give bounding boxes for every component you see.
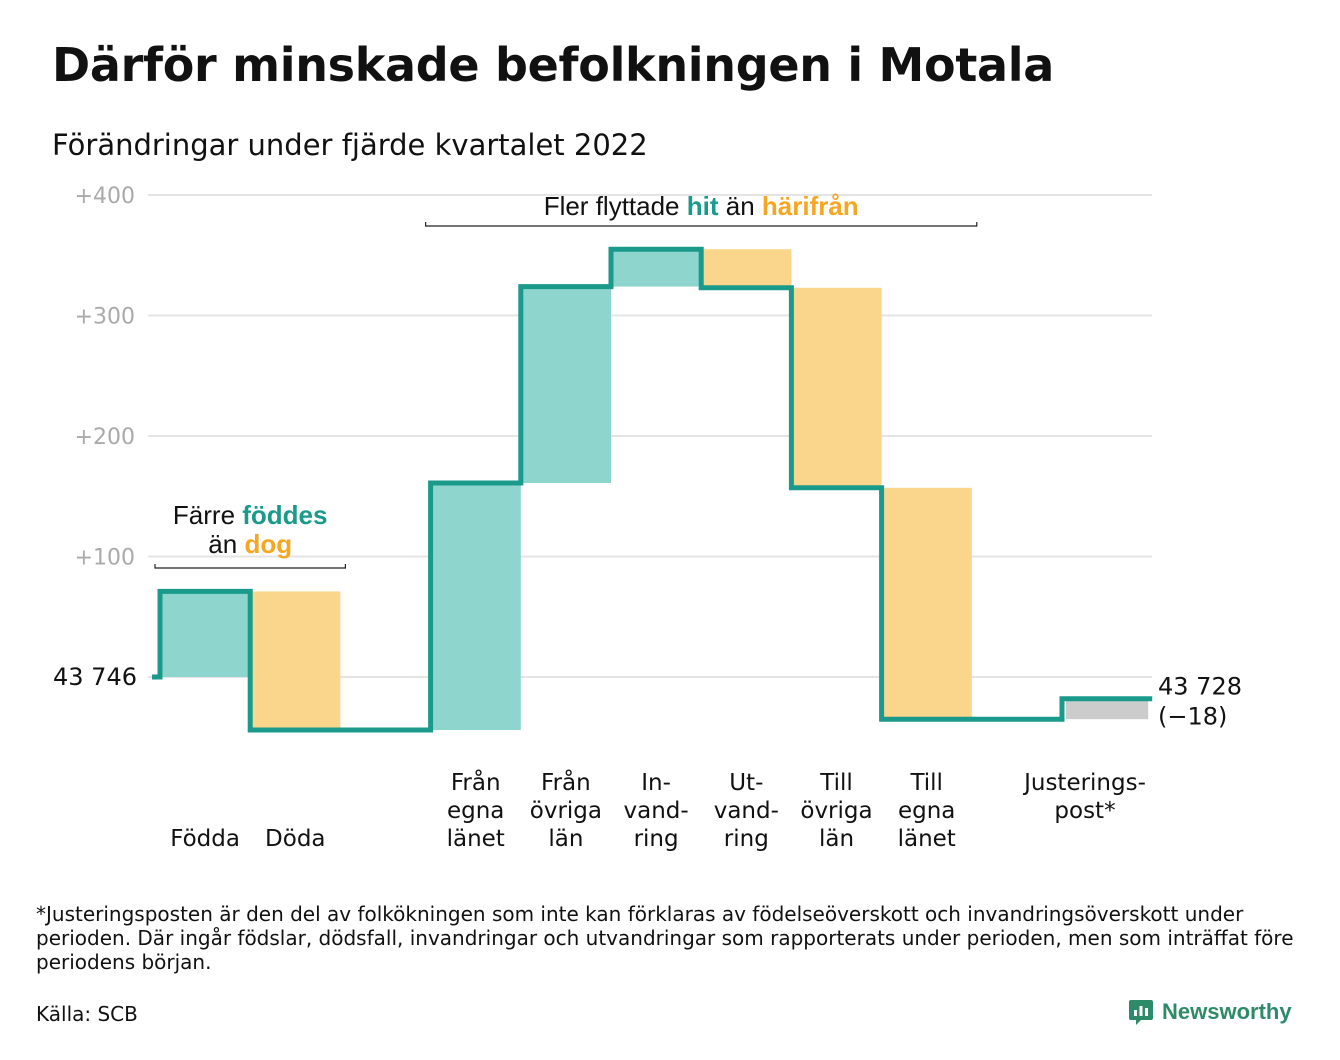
category-label: ring <box>634 826 679 852</box>
waterfall-bar <box>611 249 702 287</box>
annotation-text: Färre föddes <box>173 500 328 530</box>
category-label: Från <box>451 768 501 796</box>
source-label: Källa: SCB <box>36 1002 138 1026</box>
waterfall-bar <box>430 482 521 731</box>
end-change-label: (−18) <box>1158 703 1227 731</box>
category-label: Justerings- <box>1022 770 1146 796</box>
category-label: län <box>819 826 854 852</box>
y-tick-label: +200 <box>75 425 135 450</box>
y-tick-label: +300 <box>75 305 135 330</box>
category-label: Födda <box>170 826 240 852</box>
category-label: egna <box>447 798 504 824</box>
category-label: övriga <box>800 798 872 824</box>
brand-logo: Newsworthy <box>1128 998 1292 1026</box>
end-value-label: 43 728 <box>1158 673 1242 701</box>
category-label: Från <box>541 768 591 796</box>
category-label: Till <box>909 770 943 796</box>
annotation-text: än dog <box>208 529 292 559</box>
waterfall-bar <box>791 287 882 488</box>
waterfall-bar <box>701 249 792 288</box>
annotation-bracket <box>154 564 346 569</box>
category-label: post* <box>1054 798 1115 824</box>
category-label: vand- <box>714 798 779 824</box>
footnote: *Justeringsposten är den del av folkökni… <box>36 902 1294 974</box>
y-tick-label: +400 <box>75 184 135 209</box>
waterfall-chart: +100 +200 +300 +400 43 746 43 728(−18) Födda Dö… <box>53 184 1242 852</box>
category-label: egna <box>898 798 955 824</box>
brand-name: Newsworthy <box>1162 999 1292 1024</box>
start-value-label: 43 746 <box>53 663 137 691</box>
category-label: Döda <box>265 826 325 852</box>
waterfall-bar <box>881 487 972 720</box>
chart-title: Därför minskade befolkningen i Motala <box>52 38 1054 92</box>
cumulative-line <box>152 246 1153 733</box>
category-label: vand- <box>624 798 689 824</box>
waterfall-bar <box>250 591 341 731</box>
waterfall-bar <box>1066 698 1149 720</box>
annotation-text: Fler flyttade hit än härifrån <box>544 191 859 221</box>
bar-chart-speech-icon <box>1129 1000 1153 1025</box>
category-label: län <box>548 826 583 852</box>
annotation-bracket <box>425 222 978 227</box>
waterfall-bar <box>520 286 611 483</box>
chart-subtitle: Förändringar under fjärde kvartalet 2022 <box>52 128 648 162</box>
category-label: övriga <box>530 798 602 824</box>
category-label: Till <box>819 770 853 796</box>
waterfall-bar <box>160 591 251 677</box>
y-tick-label: +100 <box>75 546 135 571</box>
category-label: In- <box>641 770 671 796</box>
category-label: Ut- <box>729 770 763 796</box>
category-label: länet <box>447 826 505 852</box>
category-label: länet <box>898 826 956 852</box>
category-label: ring <box>724 826 769 852</box>
